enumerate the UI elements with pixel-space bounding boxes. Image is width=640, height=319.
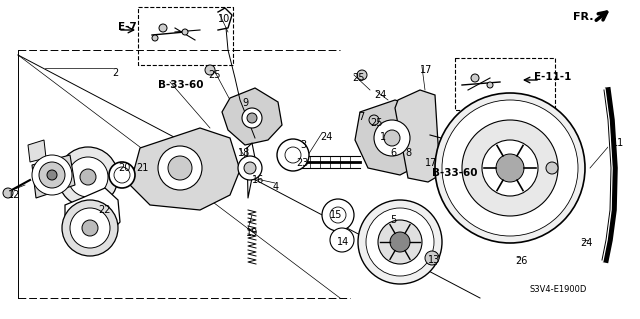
Circle shape — [168, 156, 192, 180]
Text: 17: 17 — [425, 158, 437, 168]
Circle shape — [47, 170, 57, 180]
Text: 13: 13 — [428, 255, 440, 265]
Circle shape — [471, 74, 479, 82]
Circle shape — [58, 147, 118, 207]
Circle shape — [205, 65, 215, 75]
Circle shape — [357, 70, 367, 80]
Text: 7: 7 — [358, 112, 364, 122]
Polygon shape — [395, 90, 440, 182]
Circle shape — [82, 220, 98, 236]
Circle shape — [247, 113, 257, 123]
Circle shape — [322, 199, 354, 231]
Text: 6: 6 — [390, 148, 396, 158]
Circle shape — [158, 146, 202, 190]
Circle shape — [378, 220, 422, 264]
Text: 24: 24 — [374, 90, 387, 100]
Text: 23: 23 — [296, 158, 308, 168]
Text: 3: 3 — [300, 140, 306, 150]
Text: 25: 25 — [370, 118, 383, 128]
Text: 21: 21 — [136, 163, 148, 173]
Circle shape — [384, 130, 400, 146]
Text: S3V4-E1900D: S3V4-E1900D — [530, 285, 588, 294]
Text: 24: 24 — [580, 238, 593, 248]
Circle shape — [425, 251, 439, 265]
Circle shape — [390, 232, 410, 252]
Circle shape — [109, 162, 135, 188]
Circle shape — [152, 35, 158, 41]
Text: 12: 12 — [8, 190, 20, 200]
Circle shape — [482, 140, 538, 196]
Text: 1: 1 — [380, 132, 386, 142]
Text: E-7: E-7 — [118, 22, 137, 32]
Polygon shape — [65, 188, 120, 240]
Circle shape — [32, 155, 72, 195]
Text: 19: 19 — [246, 228, 259, 238]
Circle shape — [358, 200, 442, 284]
Circle shape — [242, 108, 262, 128]
Circle shape — [330, 228, 354, 252]
Text: 5: 5 — [390, 215, 396, 225]
Text: 17: 17 — [420, 65, 433, 75]
Circle shape — [546, 162, 558, 174]
Circle shape — [62, 200, 118, 256]
Circle shape — [244, 162, 256, 174]
Text: B-33-60: B-33-60 — [432, 168, 477, 178]
Circle shape — [68, 157, 108, 197]
Circle shape — [3, 188, 13, 198]
Circle shape — [80, 169, 96, 185]
Circle shape — [462, 120, 558, 216]
Text: 14: 14 — [337, 237, 349, 247]
Circle shape — [114, 167, 130, 183]
Polygon shape — [355, 100, 430, 175]
Circle shape — [369, 115, 379, 125]
Circle shape — [285, 147, 301, 163]
Circle shape — [366, 208, 434, 276]
Text: 2: 2 — [112, 68, 118, 78]
Text: 26: 26 — [515, 256, 527, 266]
Circle shape — [159, 24, 167, 32]
Circle shape — [442, 100, 578, 236]
Circle shape — [435, 93, 585, 243]
Polygon shape — [28, 140, 46, 162]
Circle shape — [182, 29, 188, 35]
Circle shape — [238, 156, 262, 180]
Circle shape — [277, 139, 309, 171]
Polygon shape — [222, 88, 282, 145]
Text: 22: 22 — [98, 205, 111, 215]
Polygon shape — [130, 128, 240, 210]
Text: E-11-1: E-11-1 — [534, 72, 572, 82]
Circle shape — [330, 207, 346, 223]
Text: 24: 24 — [320, 132, 332, 142]
Polygon shape — [32, 155, 75, 198]
Text: 20: 20 — [118, 163, 131, 173]
Text: 4: 4 — [273, 182, 279, 192]
Text: 9: 9 — [242, 98, 248, 108]
Text: B-33-60: B-33-60 — [158, 80, 204, 90]
Text: 25: 25 — [208, 70, 221, 80]
Circle shape — [487, 82, 493, 88]
Text: FR.: FR. — [573, 12, 593, 22]
Text: 15: 15 — [330, 210, 342, 220]
Text: 8: 8 — [405, 148, 411, 158]
Circle shape — [374, 120, 410, 156]
Text: 18: 18 — [238, 148, 250, 158]
Text: 25: 25 — [352, 73, 365, 83]
Circle shape — [39, 162, 65, 188]
Text: 10: 10 — [218, 14, 230, 24]
Text: 11: 11 — [612, 138, 624, 148]
Circle shape — [496, 154, 524, 182]
Circle shape — [70, 208, 110, 248]
Text: 16: 16 — [252, 175, 264, 185]
